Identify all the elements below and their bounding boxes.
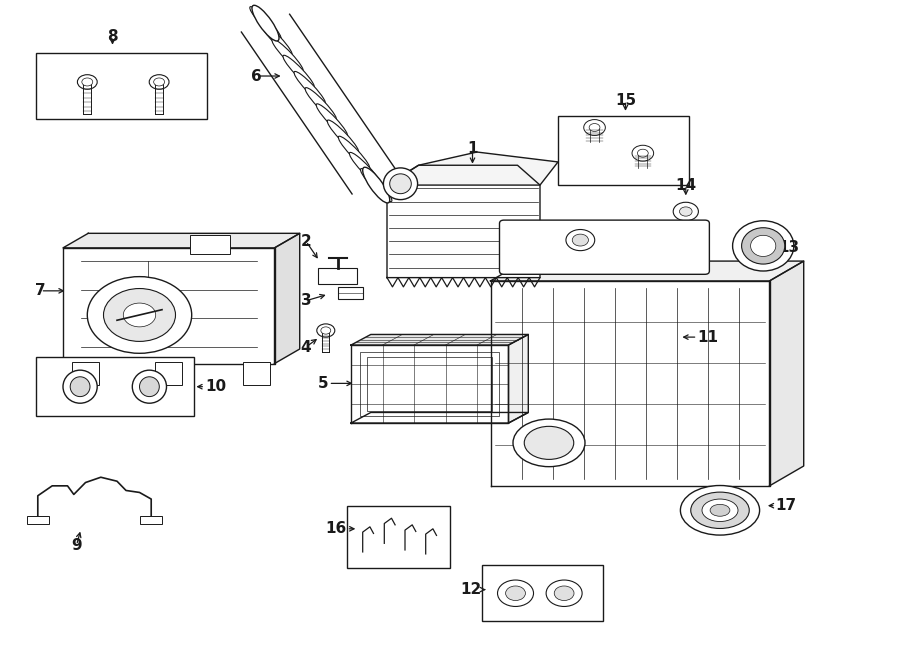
- Circle shape: [154, 78, 165, 86]
- Circle shape: [498, 580, 534, 607]
- Circle shape: [572, 234, 589, 246]
- Polygon shape: [491, 281, 770, 486]
- Text: 9: 9: [71, 538, 82, 553]
- Ellipse shape: [383, 168, 418, 200]
- Circle shape: [637, 149, 648, 157]
- Ellipse shape: [252, 5, 279, 41]
- Polygon shape: [770, 261, 804, 486]
- Circle shape: [680, 207, 692, 216]
- Bar: [367, 357, 492, 411]
- Bar: [346, 506, 450, 568]
- Circle shape: [590, 124, 600, 132]
- Polygon shape: [63, 248, 274, 364]
- Ellipse shape: [338, 136, 370, 169]
- Text: 2: 2: [301, 234, 311, 249]
- Bar: [36, 357, 194, 416]
- Bar: [36, 53, 207, 119]
- FancyBboxPatch shape: [500, 220, 709, 274]
- Circle shape: [317, 324, 335, 337]
- Circle shape: [632, 145, 653, 161]
- Ellipse shape: [525, 426, 574, 459]
- Circle shape: [546, 580, 582, 607]
- Text: 12: 12: [460, 582, 482, 597]
- Circle shape: [673, 202, 698, 221]
- Text: 8: 8: [107, 29, 118, 44]
- Polygon shape: [274, 233, 300, 364]
- Text: 3: 3: [301, 293, 311, 308]
- Polygon shape: [387, 165, 540, 278]
- Circle shape: [82, 78, 93, 86]
- Polygon shape: [351, 412, 528, 423]
- Circle shape: [554, 586, 574, 600]
- Polygon shape: [351, 334, 528, 345]
- Ellipse shape: [63, 370, 97, 403]
- Ellipse shape: [702, 499, 738, 522]
- Ellipse shape: [283, 56, 314, 88]
- Polygon shape: [387, 152, 558, 185]
- Circle shape: [149, 75, 169, 89]
- Ellipse shape: [363, 167, 390, 203]
- Polygon shape: [491, 261, 804, 281]
- Text: 14: 14: [675, 178, 697, 192]
- Ellipse shape: [710, 504, 730, 516]
- Circle shape: [321, 327, 331, 334]
- Circle shape: [104, 288, 176, 342]
- Bar: [360, 352, 500, 416]
- Ellipse shape: [513, 419, 585, 467]
- Bar: [190, 235, 230, 254]
- Ellipse shape: [751, 235, 776, 256]
- Ellipse shape: [70, 377, 90, 397]
- Circle shape: [506, 586, 526, 600]
- Polygon shape: [63, 233, 300, 248]
- Circle shape: [123, 303, 156, 327]
- Circle shape: [87, 276, 192, 353]
- Text: 4: 4: [301, 340, 311, 354]
- Polygon shape: [508, 334, 528, 423]
- Ellipse shape: [316, 104, 347, 137]
- Text: 5: 5: [318, 376, 328, 391]
- Bar: [482, 565, 603, 621]
- Ellipse shape: [390, 174, 411, 194]
- Bar: [27, 516, 49, 524]
- Circle shape: [77, 75, 97, 89]
- Text: 7: 7: [35, 284, 46, 298]
- Ellipse shape: [691, 492, 749, 529]
- Polygon shape: [351, 345, 508, 423]
- Text: 11: 11: [698, 330, 718, 344]
- Ellipse shape: [361, 169, 392, 202]
- Text: 6: 6: [251, 69, 262, 83]
- Ellipse shape: [261, 23, 292, 56]
- Bar: [243, 362, 270, 385]
- Circle shape: [566, 229, 595, 251]
- Text: 15: 15: [615, 93, 636, 108]
- Text: 1: 1: [467, 141, 478, 156]
- Text: 10: 10: [205, 379, 226, 394]
- Bar: [72, 362, 99, 385]
- Circle shape: [584, 120, 606, 136]
- Bar: [155, 362, 182, 385]
- Ellipse shape: [272, 39, 303, 72]
- Ellipse shape: [328, 120, 359, 153]
- Text: 17: 17: [776, 498, 796, 513]
- Ellipse shape: [349, 153, 381, 185]
- Text: 16: 16: [325, 522, 346, 536]
- Ellipse shape: [132, 370, 166, 403]
- Ellipse shape: [680, 485, 760, 535]
- Ellipse shape: [733, 221, 794, 271]
- Bar: [318, 268, 357, 284]
- Ellipse shape: [742, 227, 785, 264]
- Ellipse shape: [140, 377, 159, 397]
- Ellipse shape: [294, 71, 326, 104]
- Bar: [558, 116, 688, 185]
- Bar: [140, 516, 162, 524]
- Ellipse shape: [305, 88, 337, 120]
- Text: 13: 13: [778, 241, 799, 255]
- Bar: [338, 287, 363, 299]
- Ellipse shape: [250, 7, 281, 40]
